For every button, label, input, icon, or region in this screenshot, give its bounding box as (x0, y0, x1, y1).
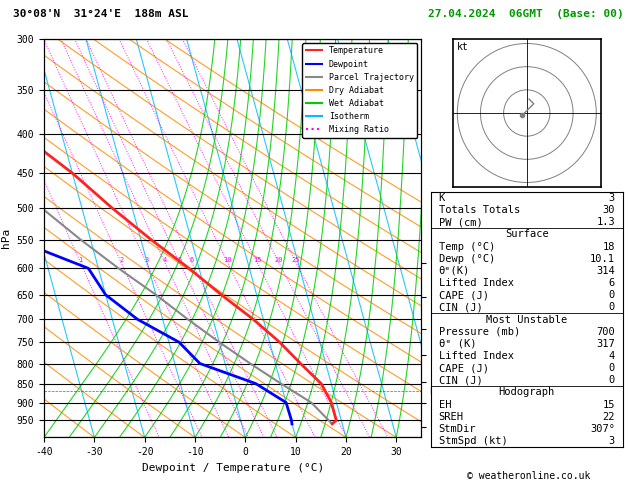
Text: 1.3: 1.3 (596, 217, 615, 227)
Text: K: K (438, 193, 445, 203)
Text: StmSpd (kt): StmSpd (kt) (438, 436, 508, 446)
Text: CIN (J): CIN (J) (438, 375, 482, 385)
Text: PW (cm): PW (cm) (438, 217, 482, 227)
Text: 10.1: 10.1 (590, 254, 615, 264)
Text: 1: 1 (79, 257, 82, 263)
Text: 25: 25 (292, 257, 301, 263)
Text: Temp (°C): Temp (°C) (438, 242, 495, 252)
Y-axis label: km
ASL: km ASL (448, 238, 465, 260)
Text: 3: 3 (609, 193, 615, 203)
Text: 30: 30 (603, 205, 615, 215)
Text: 30°08'N  31°24'E  188m ASL: 30°08'N 31°24'E 188m ASL (13, 9, 188, 19)
Text: Hodograph: Hodograph (499, 387, 555, 398)
Text: CAPE (J): CAPE (J) (438, 363, 489, 373)
Text: 6: 6 (609, 278, 615, 288)
Text: 0: 0 (609, 363, 615, 373)
Text: Lifted Index: Lifted Index (438, 351, 513, 361)
Text: 317: 317 (596, 339, 615, 349)
Text: 22: 22 (603, 412, 615, 422)
Text: 0: 0 (609, 290, 615, 300)
Text: 0: 0 (609, 375, 615, 385)
Text: Surface: Surface (505, 229, 548, 240)
Text: CIN (J): CIN (J) (438, 302, 482, 312)
Text: 20: 20 (275, 257, 283, 263)
Text: 2: 2 (119, 257, 123, 263)
Text: 15: 15 (253, 257, 262, 263)
Text: 27.04.2024  06GMT  (Base: 00): 27.04.2024 06GMT (Base: 00) (428, 9, 623, 19)
Text: θᵉ (K): θᵉ (K) (438, 339, 476, 349)
Text: LCL: LCL (429, 387, 444, 396)
Text: 314: 314 (596, 266, 615, 276)
Text: 307°: 307° (590, 424, 615, 434)
Text: Mixing Ratio (g/kg): Mixing Ratio (g/kg) (452, 204, 460, 299)
Text: Most Unstable: Most Unstable (486, 314, 567, 325)
Text: StmDir: StmDir (438, 424, 476, 434)
Text: 10: 10 (223, 257, 232, 263)
Text: 5: 5 (177, 257, 182, 263)
Text: EH: EH (438, 399, 451, 410)
Text: 3: 3 (144, 257, 148, 263)
Text: Dewp (°C): Dewp (°C) (438, 254, 495, 264)
Text: θᵉ(K): θᵉ(K) (438, 266, 470, 276)
Legend: Temperature, Dewpoint, Parcel Trajectory, Dry Adiabat, Wet Adiabat, Isotherm, Mi: Temperature, Dewpoint, Parcel Trajectory… (303, 43, 417, 138)
Text: © weatheronline.co.uk: © weatheronline.co.uk (467, 471, 590, 481)
Text: SREH: SREH (438, 412, 464, 422)
Text: Totals Totals: Totals Totals (438, 205, 520, 215)
Text: 15: 15 (603, 399, 615, 410)
Text: 18: 18 (603, 242, 615, 252)
Text: 4: 4 (163, 257, 167, 263)
Text: Lifted Index: Lifted Index (438, 278, 513, 288)
Text: CAPE (J): CAPE (J) (438, 290, 489, 300)
Y-axis label: hPa: hPa (1, 228, 11, 248)
Text: kt: kt (457, 42, 469, 52)
Text: 6: 6 (190, 257, 194, 263)
Text: 3: 3 (609, 436, 615, 446)
Text: 4: 4 (609, 351, 615, 361)
Text: 700: 700 (596, 327, 615, 337)
Text: 0: 0 (609, 302, 615, 312)
Text: Pressure (mb): Pressure (mb) (438, 327, 520, 337)
X-axis label: Dewpoint / Temperature (°C): Dewpoint / Temperature (°C) (142, 463, 324, 473)
